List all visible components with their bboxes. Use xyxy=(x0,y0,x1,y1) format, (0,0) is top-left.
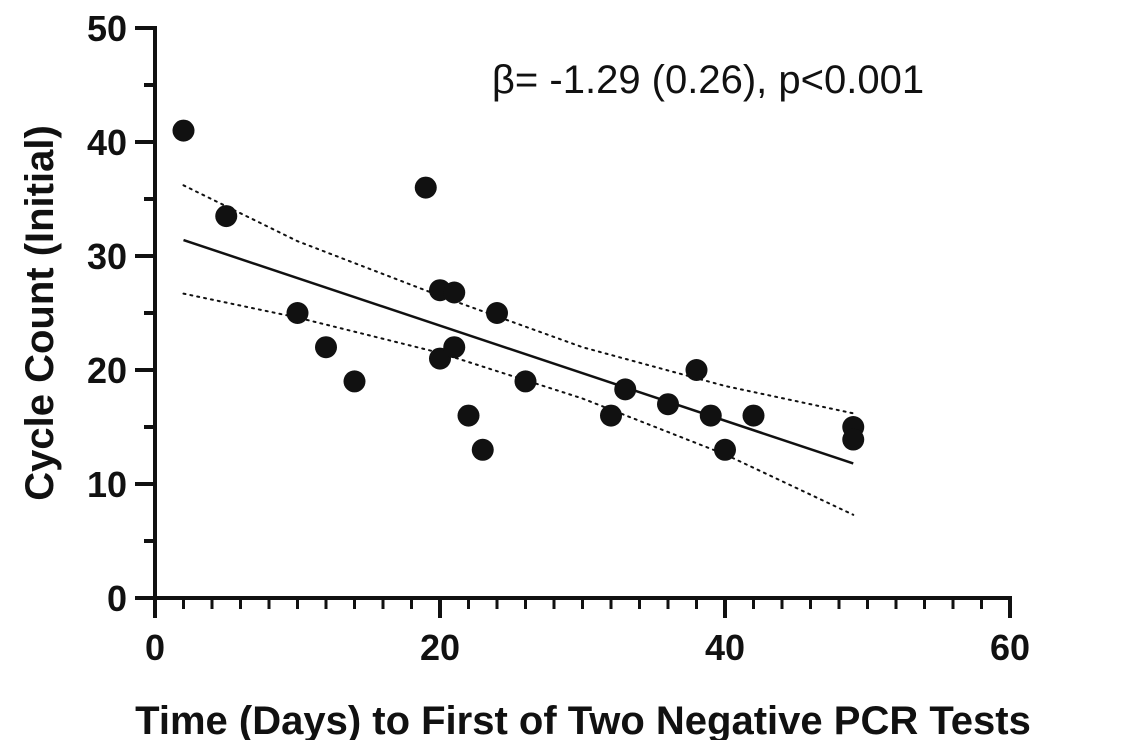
data-point xyxy=(457,404,480,427)
ci-upper-line xyxy=(182,184,855,415)
y-tick-label: 50 xyxy=(87,8,127,49)
x-axis-title: Time (Days) to First of Two Negative PCR… xyxy=(135,699,1031,740)
data-point xyxy=(443,281,466,304)
data-point xyxy=(486,302,508,324)
data-point xyxy=(614,378,637,401)
data-point xyxy=(514,370,537,393)
data-point xyxy=(471,438,494,461)
y-tick-label: 10 xyxy=(87,464,127,505)
data-points xyxy=(172,119,865,461)
data-point xyxy=(685,359,708,381)
x-tick-label: 60 xyxy=(990,627,1030,668)
tick-labels: 0 10 20 30 40 50 0 20 40 60 xyxy=(87,8,1030,668)
regression-annotation: β= -1.29 (0.26), p<0.001 xyxy=(492,58,924,102)
ci-lower-line xyxy=(182,292,855,516)
y-tick-label: 40 xyxy=(87,122,127,163)
data-point xyxy=(215,205,238,228)
confidence-bands xyxy=(182,184,855,516)
y-tick-label: 20 xyxy=(87,350,127,391)
data-point xyxy=(600,404,622,427)
data-point xyxy=(286,302,309,324)
data-point xyxy=(172,119,195,142)
x-tick-label: 40 xyxy=(705,627,745,668)
data-point xyxy=(443,336,466,359)
y-axis-title: Cycle Count (Initial) xyxy=(18,125,62,501)
data-point xyxy=(657,393,679,416)
data-point xyxy=(343,370,366,393)
data-point xyxy=(699,404,722,427)
regression-line xyxy=(183,238,854,465)
axes xyxy=(135,26,1012,618)
x-tick-label: 0 xyxy=(145,627,165,668)
fit-line-group xyxy=(183,238,854,465)
y-tick-label: 0 xyxy=(107,578,127,619)
data-point xyxy=(315,336,337,359)
data-point xyxy=(414,176,437,199)
data-point xyxy=(842,428,865,451)
y-tick-label: 30 xyxy=(87,236,127,277)
data-point xyxy=(714,438,736,461)
x-tick-label: 20 xyxy=(420,627,460,668)
data-point xyxy=(742,404,765,427)
